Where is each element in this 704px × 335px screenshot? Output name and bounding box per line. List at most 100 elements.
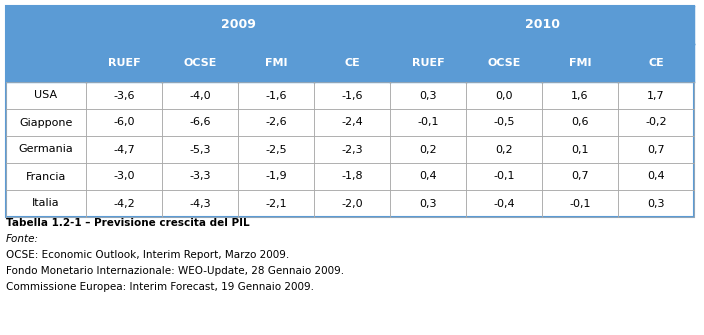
Bar [314, 136, 390, 163]
Text: 1,7: 1,7 [647, 90, 665, 100]
Text: -2,1: -2,1 [265, 199, 287, 208]
Bar [86, 136, 162, 163]
Text: -0,1: -0,1 [494, 172, 515, 182]
Bar [6, 163, 86, 190]
Text: -1,8: -1,8 [341, 172, 363, 182]
Bar [542, 44, 618, 82]
Bar [542, 136, 618, 163]
Text: 1,6: 1,6 [571, 90, 589, 100]
Text: Commissione Europea: Interim Forecast, 19 Gennaio 2009.: Commissione Europea: Interim Forecast, 1… [6, 282, 314, 292]
Text: -2,5: -2,5 [265, 144, 287, 154]
Bar [390, 82, 466, 109]
Text: OCSE: Economic Outlook, Interim Report, Marzo 2009.: OCSE: Economic Outlook, Interim Report, … [6, 250, 289, 260]
Text: -0,1: -0,1 [570, 199, 591, 208]
Bar [314, 109, 390, 136]
Text: Fonte:: Fonte: [6, 234, 39, 244]
Text: RUEF: RUEF [412, 58, 444, 68]
Text: -3,0: -3,0 [113, 172, 134, 182]
Text: CE: CE [648, 58, 664, 68]
Text: 0,4: 0,4 [647, 172, 665, 182]
Text: 0,4: 0,4 [419, 172, 436, 182]
Bar [162, 190, 238, 217]
Text: 0,3: 0,3 [420, 90, 436, 100]
Bar [238, 163, 314, 190]
Bar [390, 190, 466, 217]
Text: -6,0: -6,0 [113, 118, 134, 128]
Bar [86, 109, 162, 136]
Bar [86, 44, 162, 82]
Bar [6, 6, 694, 217]
Bar [6, 136, 86, 163]
Text: 2009: 2009 [220, 18, 256, 31]
Bar [86, 190, 162, 217]
Bar [6, 190, 86, 217]
Bar [314, 190, 390, 217]
Text: -2,6: -2,6 [265, 118, 287, 128]
Text: OCSE: OCSE [183, 58, 217, 68]
Text: USA: USA [34, 90, 58, 100]
Text: 2010: 2010 [524, 18, 560, 31]
Text: -4,7: -4,7 [113, 144, 135, 154]
Bar [466, 109, 542, 136]
Bar [466, 44, 542, 82]
Text: -2,0: -2,0 [341, 199, 363, 208]
Bar [314, 82, 390, 109]
Text: -0,2: -0,2 [645, 118, 667, 128]
Bar [6, 109, 86, 136]
Bar [162, 44, 238, 82]
Bar [162, 163, 238, 190]
Text: FMI: FMI [569, 58, 591, 68]
Bar [238, 136, 314, 163]
Bar [238, 109, 314, 136]
Bar [390, 109, 466, 136]
Text: -0,1: -0,1 [417, 118, 439, 128]
Text: Fondo Monetario Internazionale: WEO-Update, 28 Gennaio 2009.: Fondo Monetario Internazionale: WEO-Upda… [6, 266, 344, 276]
Bar [542, 82, 618, 109]
Text: -4,2: -4,2 [113, 199, 135, 208]
Text: -3,6: -3,6 [113, 90, 134, 100]
Bar [618, 163, 694, 190]
Bar [238, 190, 314, 217]
Bar [466, 190, 542, 217]
Bar [390, 163, 466, 190]
Text: -1,6: -1,6 [341, 90, 363, 100]
Text: 0,2: 0,2 [495, 144, 513, 154]
Text: 0,0: 0,0 [495, 90, 513, 100]
Bar [618, 190, 694, 217]
Bar [162, 82, 238, 109]
Text: -2,4: -2,4 [341, 118, 363, 128]
Bar [542, 163, 618, 190]
Bar [238, 44, 314, 82]
Bar [466, 136, 542, 163]
Text: RUEF: RUEF [108, 58, 140, 68]
Text: 0,7: 0,7 [647, 144, 665, 154]
Text: -5,3: -5,3 [189, 144, 210, 154]
Bar [86, 163, 162, 190]
Bar [6, 6, 86, 44]
Bar [542, 109, 618, 136]
Text: 0,6: 0,6 [571, 118, 589, 128]
Text: Italia: Italia [32, 199, 60, 208]
Bar [618, 109, 694, 136]
Text: CE: CE [344, 58, 360, 68]
Text: Francia: Francia [26, 172, 66, 182]
Text: Giappone: Giappone [19, 118, 73, 128]
Text: Germania: Germania [18, 144, 73, 154]
Text: 0,3: 0,3 [647, 199, 665, 208]
Bar [162, 109, 238, 136]
Bar [238, 82, 314, 109]
Bar [466, 82, 542, 109]
Bar [542, 190, 618, 217]
Bar [390, 136, 466, 163]
Bar [390, 6, 694, 44]
Text: -4,3: -4,3 [189, 199, 210, 208]
Text: -1,6: -1,6 [265, 90, 287, 100]
Bar [162, 136, 238, 163]
Bar [618, 136, 694, 163]
Text: -3,3: -3,3 [189, 172, 210, 182]
Bar [86, 82, 162, 109]
Bar [390, 44, 466, 82]
Bar [618, 82, 694, 109]
Text: -1,9: -1,9 [265, 172, 287, 182]
Bar [6, 44, 86, 82]
